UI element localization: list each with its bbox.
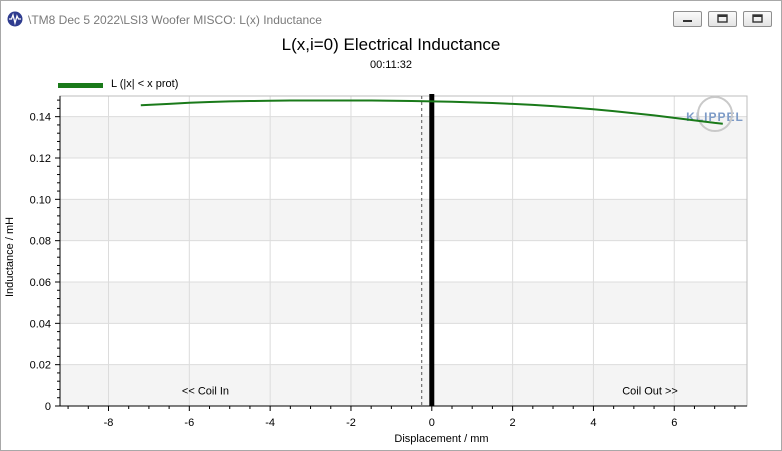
window-title: \TM8 Dec 5 2022\LSI3 Woofer MISCO: L(x) … <box>28 13 322 27</box>
plot-band <box>60 364 747 406</box>
chart-title: L(x,i=0) Electrical Inductance <box>281 35 501 54</box>
plot-band <box>60 282 747 324</box>
y-tick-label: 0 <box>45 401 51 413</box>
legend-swatch <box>58 83 103 88</box>
x-axis-label: Displacement / mm <box>394 433 488 445</box>
restore-icon <box>717 14 728 23</box>
legend-label: L (|x| < x prot) <box>111 78 179 90</box>
x-tick-label: 6 <box>671 417 677 429</box>
coil-out-annotation: Coil Out >> <box>622 386 678 398</box>
x-tick-label: 2 <box>510 417 516 429</box>
series-line-inductance <box>140 99 723 125</box>
y-tick-label: 0.06 <box>30 277 51 289</box>
minimize-button[interactable] <box>673 11 702 27</box>
restore-button[interactable] <box>708 11 737 27</box>
title-bar[interactable]: \TM8 Dec 5 2022\LSI3 Woofer MISCO: L(x) … <box>1 1 781 37</box>
y-tick-label: 0.10 <box>30 194 51 206</box>
x-tick-label: -8 <box>104 417 114 429</box>
y-axis-label: Inductance / mH <box>4 217 16 297</box>
chart-subtitle: 00:11:32 <box>369 59 412 71</box>
y-tick-label: 0.02 <box>30 360 51 372</box>
plot-band <box>60 199 747 241</box>
x-tick-label: -6 <box>184 417 194 429</box>
close-button[interactable] <box>743 11 772 27</box>
y-tick-label: 0.12 <box>30 153 51 165</box>
waveform-icon <box>7 11 23 27</box>
plot-band <box>60 116 747 158</box>
klippel-logo-ring <box>697 96 733 132</box>
x-tick-label: 0 <box>429 417 435 429</box>
y-tick-label: 0.04 <box>30 318 51 330</box>
close-icon <box>752 14 763 23</box>
x-tick-label: -4 <box>265 417 275 429</box>
y-tick-label: 0.14 <box>30 112 51 124</box>
y-tick-label: 0.08 <box>30 236 51 248</box>
minimize-icon <box>683 20 692 22</box>
x-tick-label: 4 <box>590 417 596 429</box>
klippel-watermark: KLIPPEL <box>686 110 744 124</box>
x-tick-label: -2 <box>346 417 356 429</box>
coil-in-annotation: << Coil In <box>182 386 229 398</box>
